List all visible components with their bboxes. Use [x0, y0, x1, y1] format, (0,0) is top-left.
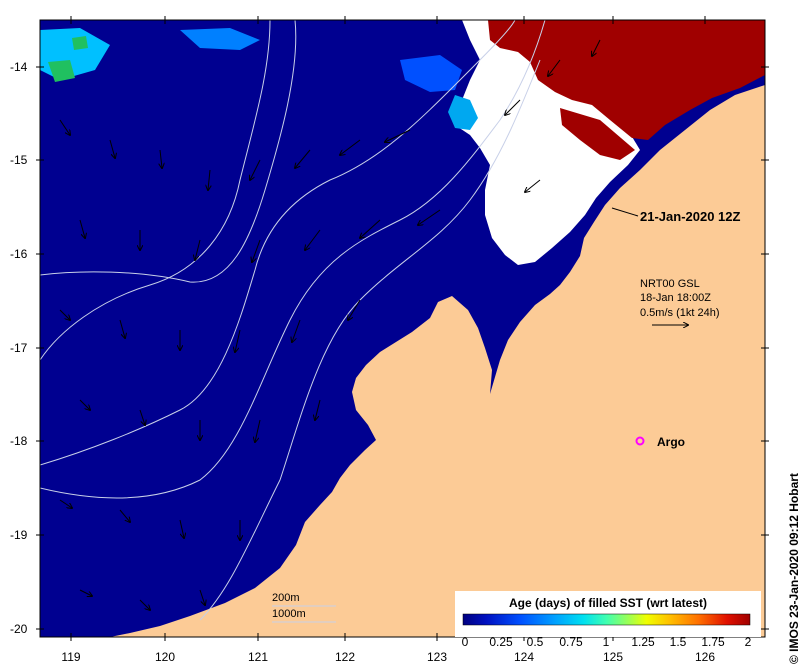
contour-legend-1000m: 1000m	[272, 608, 306, 620]
lon-label: 123	[427, 650, 447, 664]
contour-legend-200m: 200m	[272, 592, 300, 604]
current-source-label: NRT00 GSL	[640, 278, 700, 290]
lat-label: -15	[10, 153, 28, 167]
land-mass	[110, 20, 765, 637]
lat-label: -17	[10, 341, 28, 355]
lon-label: 124	[514, 650, 534, 664]
map-frame	[39, 19, 766, 638]
fringe-region	[448, 95, 478, 130]
colorbar-tick: 2	[745, 635, 752, 649]
colorbar: Age (days) of filled SST (wrt latest) 0 …	[455, 591, 761, 649]
colorbar-tick: 1	[603, 635, 610, 649]
lat-label: -19	[10, 528, 28, 542]
argo-float-marker[interactable]	[635, 436, 645, 446]
lon-label: 122	[335, 650, 355, 664]
current-scale-label: 0.5m/s (1kt 24h)	[640, 307, 719, 319]
old-sst-region	[488, 20, 765, 140]
colorbar-tick: 1.25	[631, 635, 655, 649]
colorbar-tick: 0.25	[489, 635, 513, 649]
longitude-labels: 119 120 121 122 123 124 125 126	[61, 650, 715, 664]
colorbar-tick: 0.5	[527, 635, 544, 649]
lon-label: 121	[248, 650, 268, 664]
colorbar-title: Age (days) of filled SST (wrt latest)	[509, 596, 707, 610]
colorbar-bar	[462, 613, 751, 626]
argo-label: Argo	[657, 435, 685, 449]
lon-label: 125	[603, 650, 623, 664]
lat-label: -16	[10, 247, 28, 261]
lon-label: 119	[61, 650, 80, 664]
lon-label: 120	[155, 650, 175, 664]
lat-label: -20	[10, 622, 28, 636]
imos-credit: © IMOS 23-Jan-2020 09:12 Hobart	[787, 473, 801, 664]
lat-label: -14	[10, 60, 28, 74]
colorbar-tick: 0.75	[559, 635, 583, 649]
timestamp-label: 21-Jan-2020 12Z	[640, 209, 741, 224]
current-time-label: 18-Jan 18:00Z	[640, 292, 711, 304]
colorbar-tick: 0	[462, 635, 469, 649]
current-vectors	[59, 39, 601, 610]
timestamp-leader-line	[611, 207, 639, 217]
map-area	[40, 20, 765, 637]
colorbar-tick: 1.75	[701, 635, 725, 649]
latitude-labels: -14 -15 -16 -17 -18 -19 -20	[10, 60, 28, 636]
lon-label: 126	[695, 650, 715, 664]
lat-label: -18	[10, 434, 28, 448]
colorbar-tick: 1.5	[670, 635, 687, 649]
